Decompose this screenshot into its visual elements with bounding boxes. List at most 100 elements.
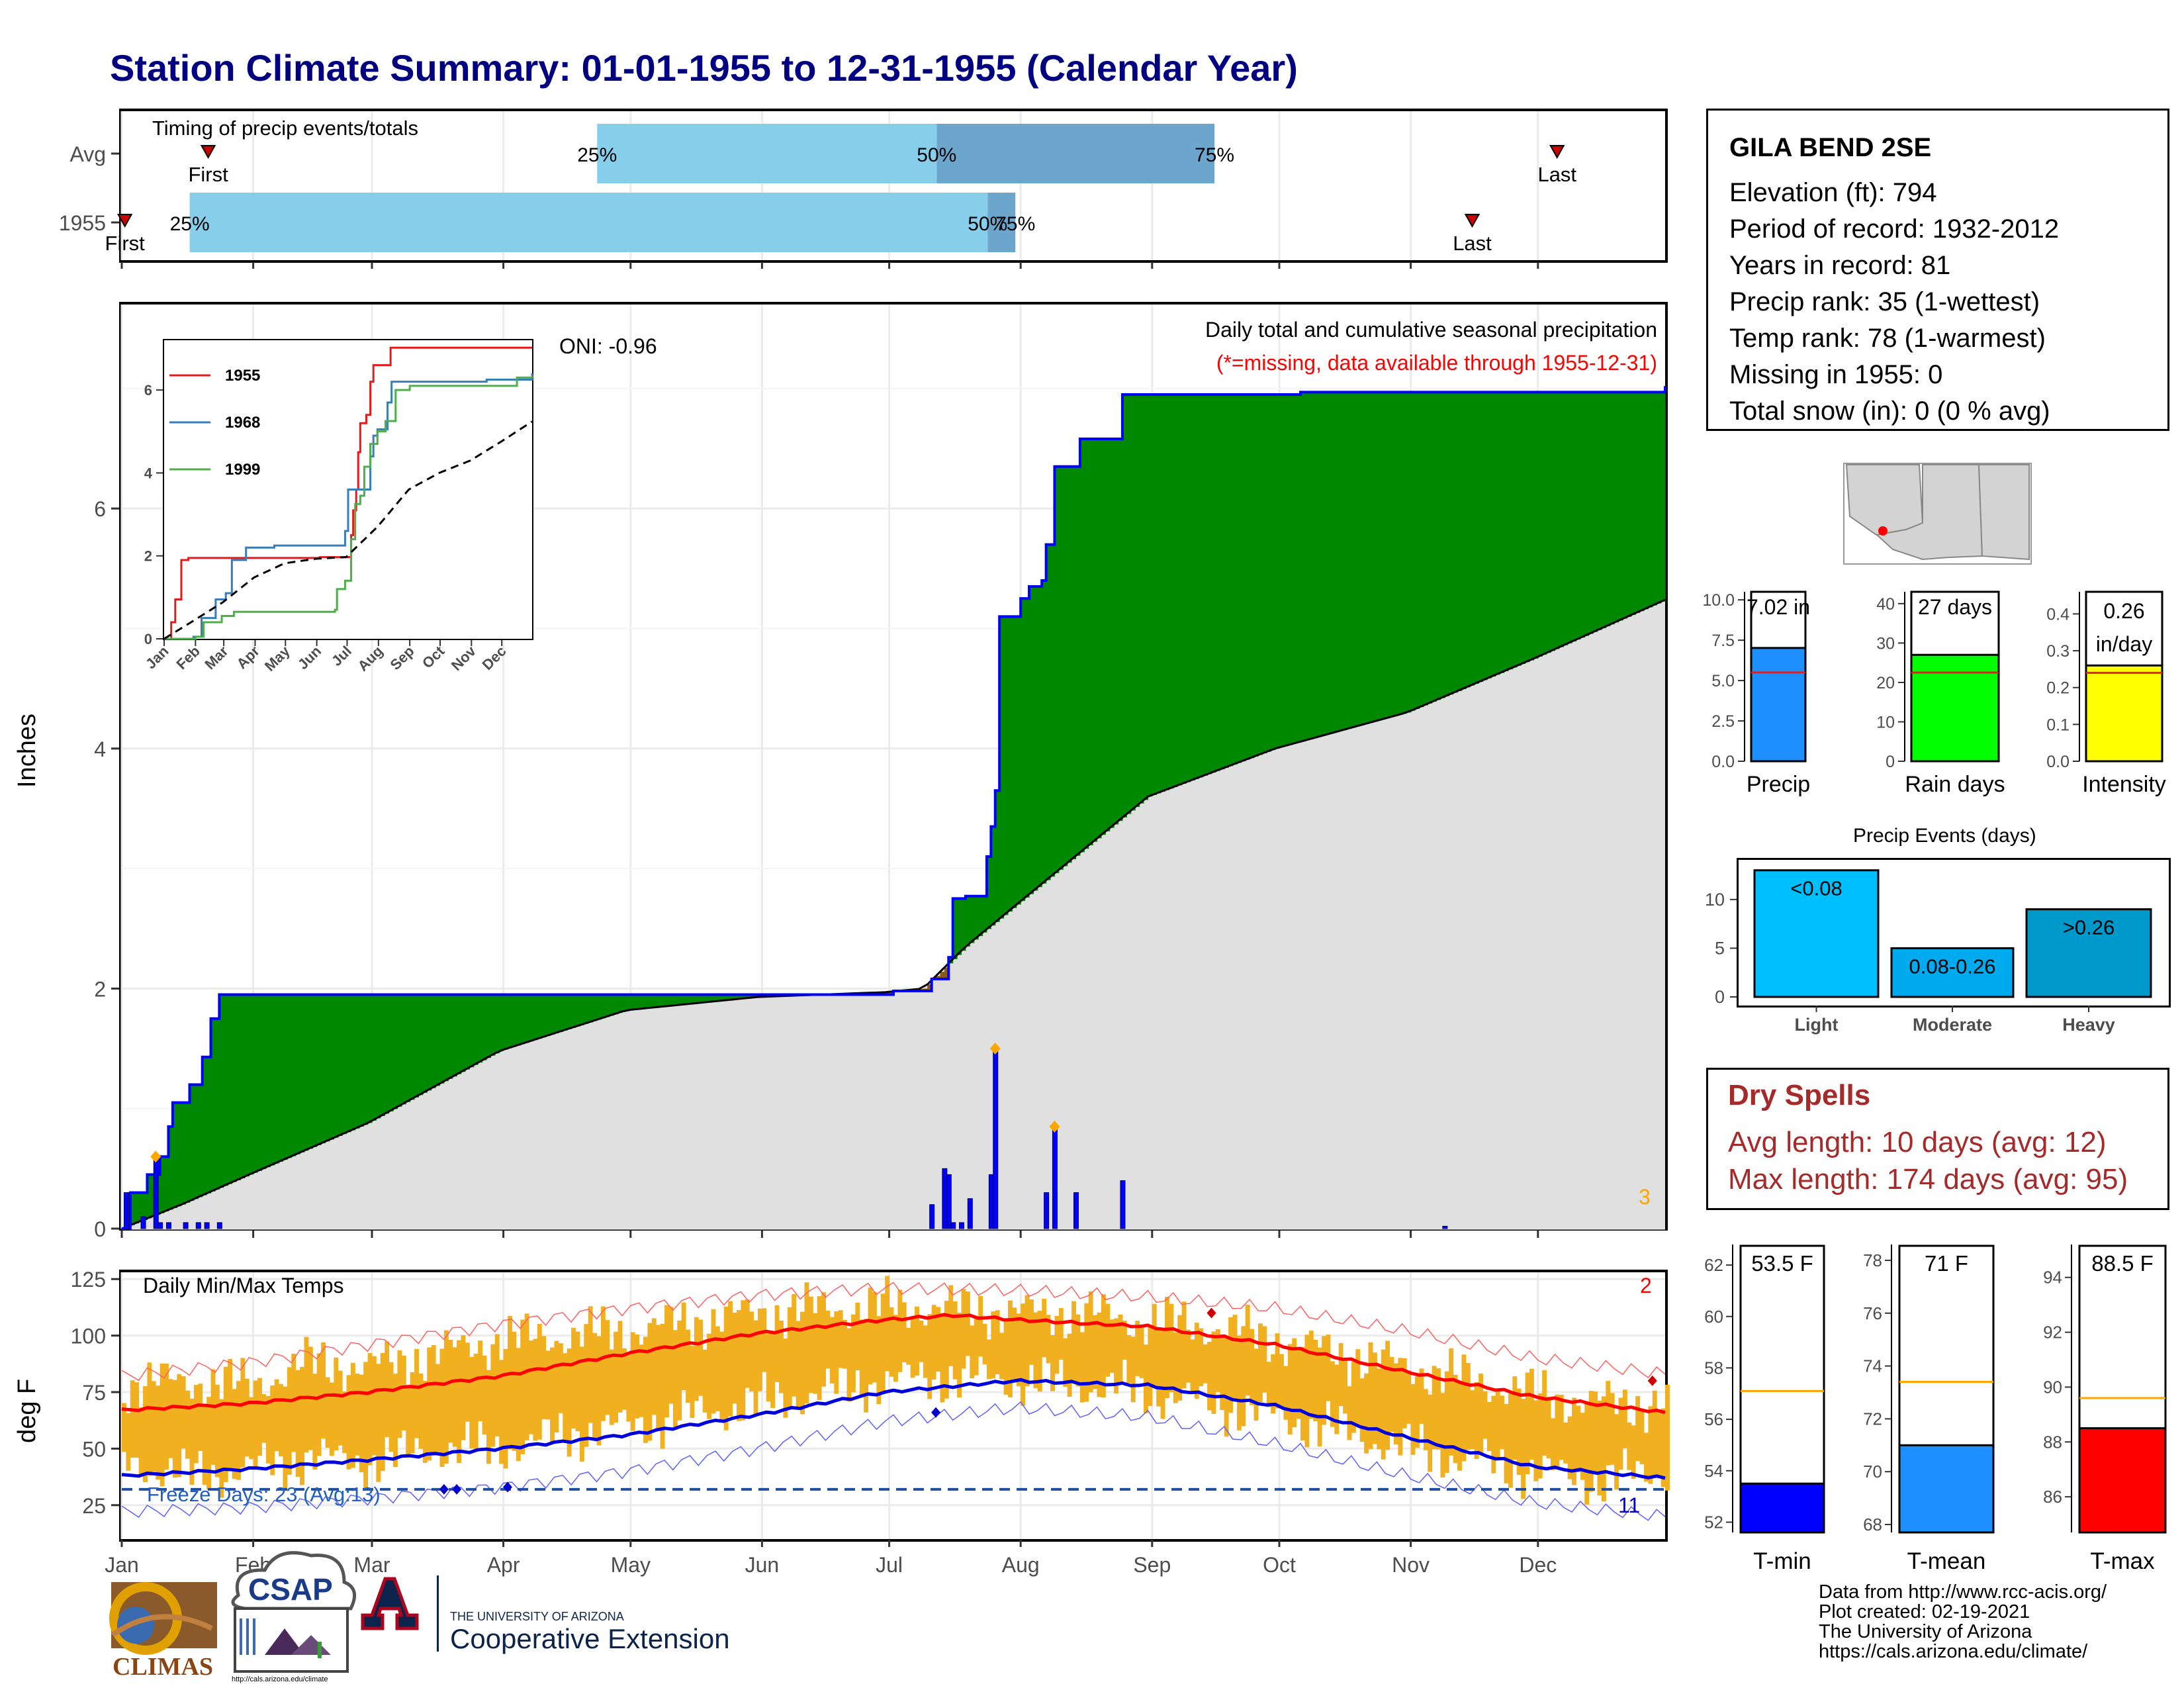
summary-value-label: 0.26 (2103, 599, 2144, 623)
precip-corner-number: 3 (1639, 1185, 1651, 1209)
temp-ytick-label: 100 (71, 1325, 106, 1348)
summary-ytick-label: 0 (1886, 753, 1895, 771)
summary-ytick-label: 0.3 (2046, 642, 2070, 661)
tempbar-frame (1898, 1244, 1995, 1534)
tempbar-frame (1739, 1244, 1825, 1534)
month-label: Aug (1002, 1553, 1040, 1577)
summary-category-label: Intensity (2082, 772, 2166, 797)
summary-ytick-label: 10.0 (1702, 591, 1735, 610)
tempbar-ytick-label: 54 (1704, 1461, 1723, 1481)
tempbar-ytick-label: 56 (1704, 1409, 1723, 1429)
inset-panel (163, 339, 533, 640)
precip-ytick-label: 0 (94, 1217, 106, 1241)
summary-ytick-label: 0.0 (1711, 753, 1735, 771)
temp-corner-bottom: 11 (1618, 1493, 1641, 1517)
tempbar-ytick-label: 52 (1704, 1512, 1723, 1532)
month-label: Sep (1133, 1553, 1171, 1577)
tempbar-ytick-label: 58 (1704, 1358, 1723, 1378)
csap-url: http://cals.arizona.edu/climate (232, 1675, 328, 1683)
temp-ytick-label: 25 (82, 1494, 106, 1518)
summary-ytick-label: 0.1 (2046, 716, 2070, 734)
tempbar-ytick-label: 62 (1704, 1255, 1723, 1275)
csap-logo (231, 1551, 357, 1673)
summary-bar-frame (1750, 590, 1807, 763)
precip-annotation-missing: (*=missing, data available through 1955-… (1216, 351, 1657, 375)
month-label: Jul (876, 1553, 903, 1577)
summary-ytick-label: 0.2 (2046, 679, 2070, 698)
dry-spells-avg: Avg length: 10 days (avg: 12) (1728, 1126, 2107, 1158)
footer-line: Plot created: 02-19-2021 (1819, 1601, 2030, 1622)
tempbar-category-label: T-max (2090, 1548, 2155, 1574)
tempbar-ytick-label: 90 (2043, 1377, 2062, 1397)
timing-row-label: Avg (69, 142, 106, 166)
temp-ylabel: deg F (13, 1378, 41, 1443)
summary-bar (1910, 653, 2000, 763)
events-ytick-label: 10 (1705, 890, 1725, 910)
tempbar-category-label: T-mean (1907, 1548, 1986, 1574)
tempbar-value-label: 53.5 F (1751, 1251, 1813, 1276)
station-location-dot (1878, 526, 1888, 536)
month-label: May (611, 1553, 651, 1577)
summary-ytick-label: 0.0 (2046, 753, 2070, 771)
precip-ytick-label: 2 (94, 977, 106, 1001)
dry-spells-box: Dry Spells Avg length: 10 days (avg: 12)… (1706, 1068, 2169, 1210)
month-label: Apr (487, 1553, 520, 1577)
csap-logo-text: CSAP (248, 1572, 333, 1607)
page-title: Station Climate Summary: 01-01-1955 to 1… (110, 47, 1298, 89)
tempbar-ytick-label: 86 (2043, 1487, 2062, 1507)
station-info-box: GILA BEND 2SE Elevation (ft): 794 Period… (1706, 109, 2169, 431)
events-ytick-label: 0 (1715, 987, 1725, 1007)
station-line: Total snow (in): 0 (0 % avg) (1729, 397, 2050, 426)
events-ytick-label: 5 (1715, 938, 1725, 958)
footer-line: https://cals.arizona.edu/climate/ (1819, 1641, 2088, 1662)
summary-ytick-label: 40 (1876, 595, 1895, 614)
tempbar-ytick-label: 94 (2043, 1268, 2062, 1288)
precip-annotation-title: Daily total and cumulative seasonal prec… (1205, 318, 1657, 342)
temp-ytick-label: 125 (71, 1268, 106, 1291)
tempbar-ytick-label: 78 (1863, 1250, 1882, 1270)
temp-corner-top: 2 (1640, 1274, 1652, 1297)
summary-ytick-label: 10 (1876, 713, 1895, 731)
tempbar-value-label: 88.5 F (2091, 1251, 2154, 1276)
summary-ytick-label: 2.5 (1711, 712, 1735, 731)
summary-value-label: 7.02 in (1747, 595, 1810, 619)
station-line: Missing in 1955: 0 (1729, 360, 1943, 389)
dry-spells-max: Max length: 174 days (avg: 95) (1728, 1163, 2128, 1196)
summary-ytick-label: 20 (1876, 674, 1895, 692)
summary-bar (2085, 664, 2163, 763)
tempbar-ytick-label: 92 (2043, 1323, 2062, 1342)
timing-label: Timing of precip events/totals (152, 117, 419, 140)
tempbar-bar (1739, 1482, 1825, 1534)
footer: Data from http://www.rcc-acis.org/ Plot … (1819, 1582, 2107, 1662)
temp-ytick-label: 50 (82, 1437, 106, 1461)
events-panel (1737, 858, 2171, 1008)
tempbar-ytick-label: 68 (1863, 1515, 1882, 1534)
tempbar-ytick-label: 88 (2043, 1432, 2062, 1452)
station-line: Temp rank: 78 (1-warmest) (1729, 324, 2046, 353)
summary-value-label: in/day (2096, 632, 2152, 656)
tempbar-ytick-label: 74 (1863, 1356, 1882, 1376)
temp-ytick-label: 75 (82, 1381, 106, 1405)
summary-bar-frame (2085, 590, 2163, 763)
tempbar-bar (2078, 1427, 2167, 1534)
ua-logo (361, 1575, 439, 1652)
tempbar-value-label: 71 F (1925, 1251, 1968, 1276)
timing-row-label: 1955 (59, 211, 106, 235)
tempbar-bar (1898, 1444, 1995, 1534)
footer-line: Data from http://www.rcc-acis.org/ (1819, 1581, 2107, 1603)
tempbar-ytick-label: 60 (1704, 1307, 1723, 1327)
summary-bar-frame (1910, 590, 2000, 763)
month-label: Feb (235, 1553, 271, 1577)
summary-ytick-label: 30 (1876, 634, 1895, 653)
tempbar-category-label: T-min (1753, 1548, 1811, 1574)
climas-logo-text: CLIMAS (113, 1653, 213, 1681)
events-title: Precip Events (days) (1853, 825, 2036, 847)
summary-bar (1750, 647, 1807, 763)
climas-logo (109, 1582, 217, 1655)
month-label: Mar (353, 1553, 390, 1577)
tempbar-ytick-label: 70 (1863, 1462, 1882, 1481)
temp-label: Daily Min/Max Temps (143, 1274, 344, 1297)
month-label: Oct (1263, 1553, 1296, 1577)
month-label: Jan (105, 1553, 139, 1577)
freeze-days-label: Freeze Days: 23 (Avg:13) (147, 1483, 381, 1506)
